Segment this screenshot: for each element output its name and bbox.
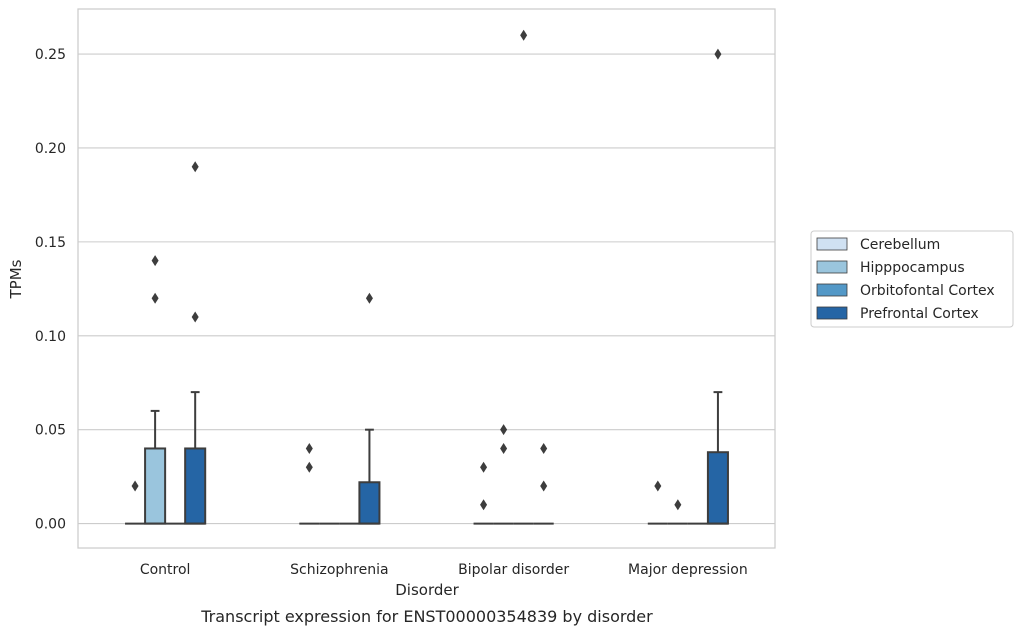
box: [184, 447, 207, 525]
legend-label: Hipppocampus: [860, 260, 965, 276]
box-group: [358, 292, 381, 525]
x-tick-label: Control: [140, 562, 191, 578]
y-axis-title: TPMs: [7, 259, 25, 299]
y-tick-label: 0.10: [35, 329, 66, 345]
box-group: [125, 480, 146, 525]
outlier-point: [480, 499, 488, 511]
legend-frame: [810, 230, 1014, 328]
legend-label: Orbitofontal Cortex: [860, 283, 995, 299]
box-group: [706, 48, 729, 525]
outlier-point: [540, 480, 548, 492]
y-tick-label: 0.15: [35, 235, 66, 251]
legend-swatch: [816, 237, 848, 251]
x-tick-label: Bipolar disorder: [458, 562, 569, 578]
legend: Cerebellum Hipppocampus Orbitofontal Corte…: [810, 230, 1014, 328]
outlier-point: [131, 480, 139, 492]
box-group: [513, 29, 534, 525]
y-tick-label: 0.25: [35, 47, 66, 63]
chart-caption: Transcript expression for ENST0000035483…: [200, 607, 653, 626]
outlier-point: [540, 442, 548, 454]
y-tick-label: 0.00: [35, 517, 66, 533]
outlier-point: [305, 442, 313, 454]
x-tick-label: Major depression: [628, 562, 748, 578]
outlier-point: [191, 311, 199, 323]
outlier-point: [674, 499, 682, 511]
outlier-point: [654, 480, 662, 492]
outlier-point: [714, 48, 722, 60]
x-tick-labels: Control Schizophrenia Bipolar disorder Majo…: [140, 562, 748, 578]
outlier-point: [500, 442, 508, 454]
box-group: [647, 480, 668, 525]
box: [144, 447, 167, 525]
legend-swatch: [816, 283, 848, 297]
plot-area: [78, 9, 775, 548]
legend-label: Prefrontal Cortex: [860, 306, 979, 322]
outlier-point: [151, 292, 159, 304]
legend-label: Cerebellum: [860, 237, 940, 253]
boxes-layer: [125, 29, 729, 525]
box-group: [473, 461, 494, 525]
x-axis-title: Disorder: [395, 581, 459, 599]
outlier-point: [500, 424, 508, 436]
y-tick-label: 0.20: [35, 141, 66, 157]
box: [358, 481, 381, 525]
outlier-point: [151, 255, 159, 267]
box-group: [184, 161, 207, 525]
legend-swatch: [816, 306, 848, 320]
outlier-point: [480, 461, 488, 473]
y-tick-labels: 0.00 0.05 0.10 0.15 0.20 0.25: [35, 47, 66, 533]
box: [706, 451, 729, 525]
plot-frame: [77, 8, 776, 549]
box-group: [533, 442, 554, 525]
legend-swatch: [816, 260, 848, 274]
outlier-point: [191, 161, 199, 173]
box-group: [667, 499, 688, 525]
x-tick-label: Schizophrenia: [290, 562, 388, 578]
outlier-point: [520, 29, 528, 41]
box-group: [493, 424, 514, 525]
box-group: [299, 442, 320, 525]
y-tick-label: 0.05: [35, 423, 66, 439]
outlier-point: [365, 292, 373, 304]
outlier-point: [305, 461, 313, 473]
box-group: [144, 255, 167, 525]
